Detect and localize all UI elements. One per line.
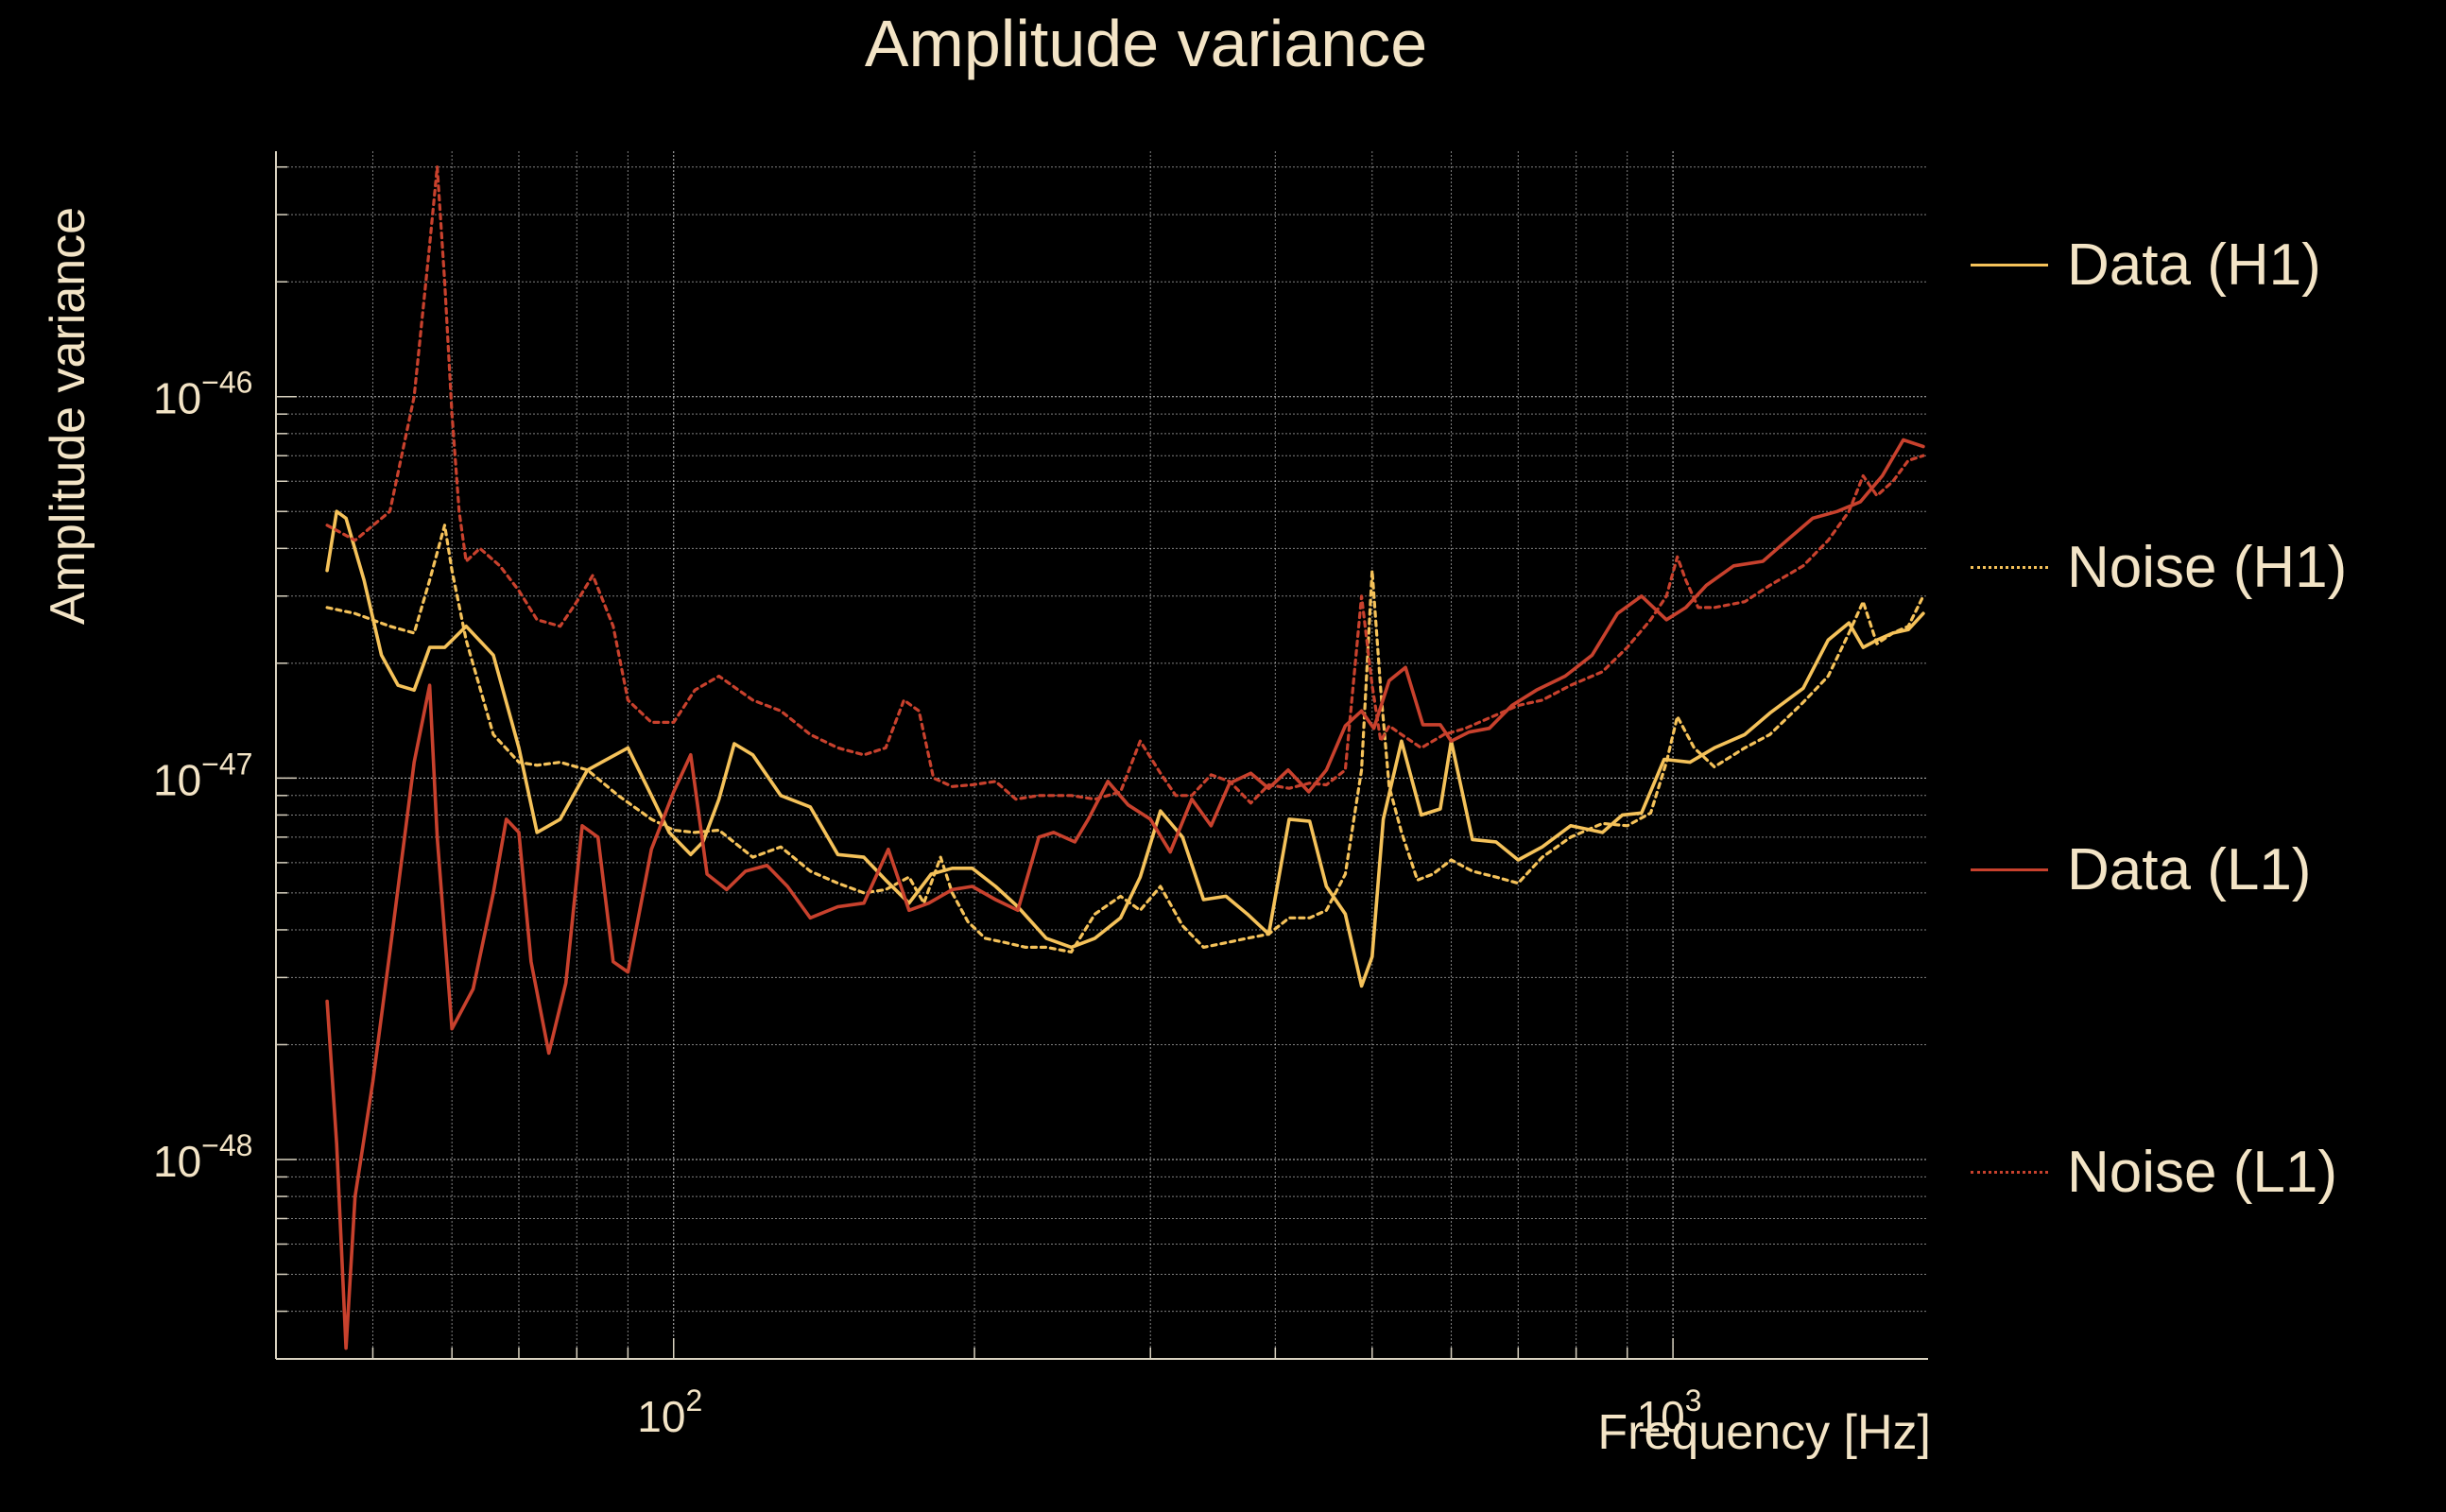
legend-item: Data (H1) (1971, 227, 2321, 302)
x-tick-label: 102 (637, 1383, 702, 1441)
grid-lines (275, 151, 1928, 1359)
series-line-1 (325, 509, 1925, 988)
series-lines (325, 165, 1925, 1350)
x-axis-label: Frequency [Hz] (1597, 1405, 1931, 1460)
series-line-4 (325, 165, 1925, 805)
chart-title: Amplitude variance (864, 7, 1428, 80)
tick-labels: 102 103 10−46 10−47 10−48 (153, 366, 1702, 1441)
y-tick-label: 10−46 (153, 366, 252, 423)
legend-swatch (1971, 263, 2048, 266)
legend-label: Data (L1) (2067, 836, 2312, 902)
legend-swatch (1971, 1170, 2048, 1174)
legend: Data (H1) Noise (H1) Data (L1) Noise (L1) (1971, 232, 2434, 1257)
legend-swatch (1971, 565, 2048, 569)
x-tick-label: 103 (1637, 1383, 1702, 1441)
series-line-2 (325, 524, 1925, 954)
legend-label: Noise (L1) (2067, 1139, 2337, 1205)
legend-item: Noise (H1) (1971, 529, 2347, 605)
legend-label: Data (H1) (2067, 232, 2321, 298)
y-tick-label: 10−47 (153, 747, 252, 804)
axes (275, 151, 1928, 1360)
y-tick-label: 10−48 (153, 1128, 252, 1186)
legend-swatch (1971, 868, 2048, 871)
legend-item: Noise (L1) (1971, 1134, 2337, 1210)
series-line-3 (325, 438, 1925, 1350)
legend-item: Data (L1) (1971, 832, 2311, 907)
legend-label: Noise (H1) (2067, 534, 2348, 600)
